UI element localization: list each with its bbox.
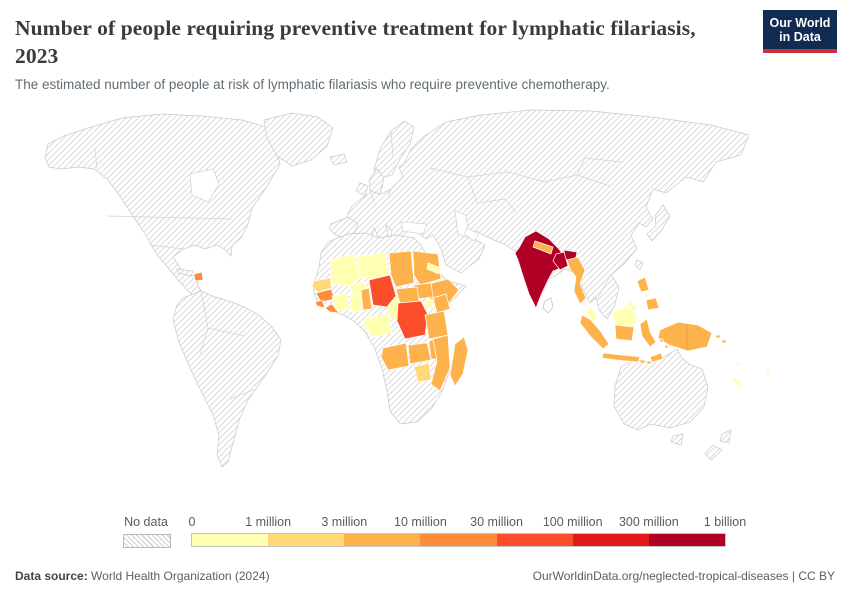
legend-tick-label: 30 million	[470, 515, 523, 529]
timor-leste[interactable]	[649, 352, 664, 363]
liberia[interactable]	[324, 303, 340, 314]
zambia[interactable]	[407, 342, 432, 365]
legend-bin-4[interactable]	[496, 534, 573, 546]
vanuatu[interactable]	[736, 361, 741, 367]
mali[interactable]	[329, 253, 361, 287]
democratic-republic-of-congo[interactable]	[396, 300, 429, 340]
cuba[interactable]	[176, 268, 194, 277]
data-source-label: Data source:	[15, 569, 88, 583]
legend-bin-6[interactable]	[648, 534, 725, 546]
maluku-islands[interactable]	[659, 338, 669, 349]
no-data-swatch[interactable]	[123, 534, 171, 548]
fiji[interactable]	[765, 368, 771, 374]
world-map-container	[0, 106, 850, 508]
borneo-south-kalimantan[interactable]	[614, 324, 635, 342]
taiwan[interactable]	[634, 259, 644, 271]
kenya[interactable]	[432, 293, 451, 314]
tanzania[interactable]	[424, 310, 449, 340]
south-america[interactable]	[172, 290, 282, 468]
sulawesi[interactable]	[639, 318, 657, 348]
madagascar[interactable]	[449, 336, 469, 387]
new-zealand[interactable]	[704, 429, 732, 461]
ireland[interactable]	[355, 182, 369, 197]
legend-tick-label: 1 million	[245, 515, 292, 529]
map-legend: No data 0 1 million 3 million 10 million 30 …	[122, 513, 747, 551]
legend-tick-label: 3 million	[321, 515, 368, 529]
new-caledonia[interactable]	[731, 377, 743, 388]
data-source-note: Data source: World Health Organization (…	[15, 569, 270, 583]
solomon-islands[interactable]	[715, 334, 727, 344]
no-data-label: No data	[124, 515, 168, 529]
togo-benin[interactable]	[360, 287, 373, 311]
legend-tick-label: 10 million	[394, 515, 447, 529]
chart-footer: Data source: World Health Organization (…	[15, 569, 835, 583]
sumatra[interactable]	[579, 314, 610, 350]
senegal-gambia[interactable]	[311, 277, 333, 293]
chart-subtitle: The estimated number of people at risk o…	[15, 77, 610, 92]
united-kingdom[interactable]	[368, 168, 385, 195]
data-source-value: World Health Organization (2024)	[87, 569, 270, 583]
iceland[interactable]	[329, 153, 348, 166]
haiti[interactable]	[193, 271, 204, 282]
country-borders	[94, 130, 623, 400]
scandinavia[interactable]	[373, 120, 415, 179]
legend-tick-label: 300 million	[618, 515, 679, 529]
nepal[interactable]	[532, 240, 554, 255]
page-title: Number of people requiring preventive tr…	[15, 16, 696, 68]
uganda[interactable]	[423, 298, 434, 310]
owid-logo[interactable]: Our World in Data	[763, 10, 837, 53]
legend-bin-3[interactable]	[420, 534, 497, 546]
philippines-visayas[interactable]	[644, 292, 650, 298]
mozambique[interactable]	[430, 334, 451, 392]
owid-link[interactable]: OurWorldinData.org/neglected-tropical-di…	[532, 569, 835, 583]
data-countries[interactable]	[193, 230, 771, 392]
legend-tick-labels: 0 1 million 3 million 10 million 30 million 1…	[188, 515, 747, 531]
lesser-sunda-islands[interactable]	[639, 359, 652, 365]
japan[interactable]	[646, 204, 671, 242]
angola[interactable]	[380, 342, 410, 371]
legend-bin-2[interactable]	[344, 534, 421, 546]
borneo-north-malaysia[interactable]	[612, 306, 638, 328]
hudson-bay	[189, 168, 220, 203]
legend-bin-0[interactable]	[192, 534, 269, 546]
cote-divoire[interactable]	[331, 292, 351, 311]
bangladesh[interactable]	[552, 251, 569, 271]
logo-line-2: in Data	[779, 30, 821, 44]
philippines-palawan[interactable]	[626, 299, 638, 313]
legend-tick-label: 100 million	[542, 515, 603, 529]
eritrea[interactable]	[426, 262, 442, 275]
sri-lanka[interactable]	[542, 297, 554, 314]
chad[interactable]	[388, 250, 415, 288]
tasmania[interactable]	[670, 433, 684, 446]
philippines-luzon[interactable]	[636, 276, 650, 293]
legend-bin-5[interactable]	[572, 534, 649, 546]
gabon-congo[interactable]	[362, 313, 393, 338]
world-map[interactable]	[0, 106, 850, 508]
legend-tick-label: 0	[188, 515, 196, 529]
legend-tick-label: 1 billion	[703, 515, 747, 529]
greenland[interactable]	[263, 112, 334, 167]
legend-bin-1[interactable]	[268, 534, 345, 546]
persian-gulf	[463, 227, 480, 242]
myanmar[interactable]	[566, 256, 587, 305]
niger[interactable]	[356, 252, 390, 280]
central-african-republic[interactable]	[395, 286, 420, 304]
legend-color-bar[interactable]	[191, 533, 726, 547]
java[interactable]	[601, 352, 641, 363]
north-america[interactable]	[44, 113, 281, 309]
ghana[interactable]	[349, 292, 364, 313]
zimbabwe[interactable]	[413, 362, 432, 383]
logo-line-1: Our World	[769, 16, 831, 30]
philippines-mindanao[interactable]	[645, 297, 660, 311]
black-sea	[400, 221, 428, 235]
